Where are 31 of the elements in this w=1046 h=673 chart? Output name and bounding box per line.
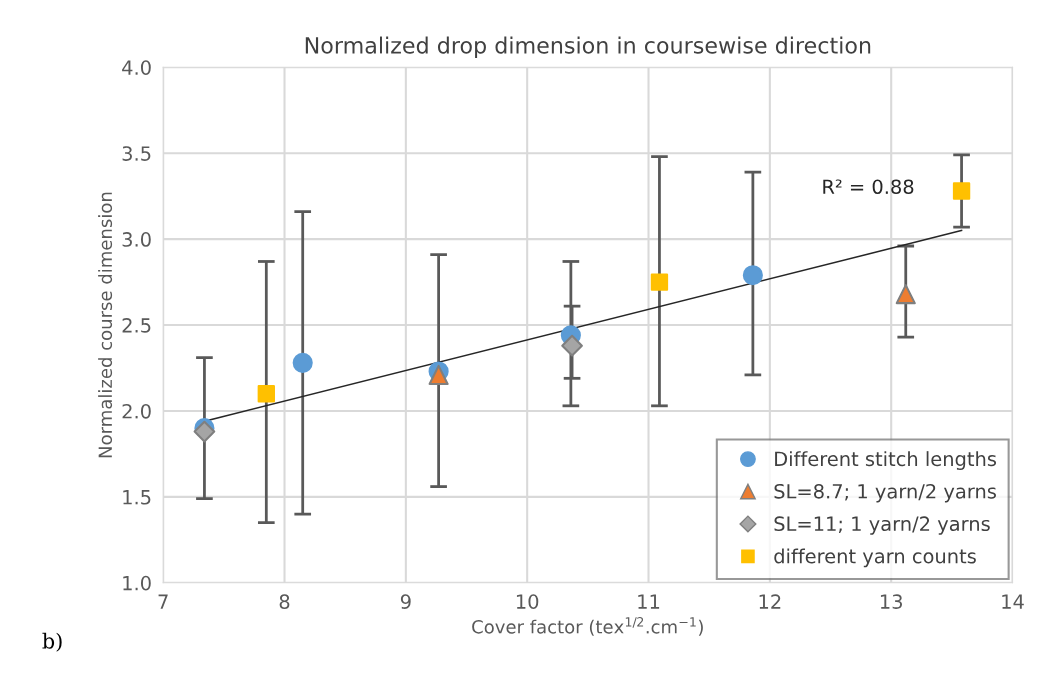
y-tick-label: 3.5 [122,146,151,161]
legend-label: SL=11; 1 yarn/2 yarns [774,516,990,535]
y-tick-label: 1.0 [123,575,151,591]
x-tick-label: 13 [880,594,902,609]
point [742,265,763,286]
chart-title: Normalized drop dimension in coursewise direction [305,36,871,59]
x-axis-title: Cover factor (tex$^{1/2}$.cm$^{−1}$) [472,617,703,636]
y-tick-label: 3.0 [122,232,151,247]
y-axis-title: Normalized course dimension [98,192,113,458]
point [257,385,275,403]
y-tick-label: 2.0 [122,403,151,419]
x-tick-label: 9 [400,594,411,609]
text: b) [42,632,62,652]
x-tick-label: 14 [1002,594,1024,609]
annotation: R² = 0.88 [823,179,914,195]
x-tick-label: 7 [158,594,168,609]
point [561,334,583,357]
x-tick-label: 11 [638,594,660,609]
point [895,284,916,305]
legend-label: SL=8.7; 1 yarn/2 yarns [774,483,996,503]
y-tick-label: 4.0 [122,60,151,75]
point [952,182,971,200]
x-tick-label: 10 [516,594,539,609]
point [650,273,669,291]
x-tick-label: 12 [759,594,781,609]
y-tick-label: 2.5 [122,318,151,333]
legend-label: Different stitch lengths [775,451,997,470]
x-tick-label: 8 [279,594,290,609]
y-tick-label: 1.5 [123,490,151,505]
point [292,352,313,373]
legend-label: different yarn counts [774,548,976,568]
